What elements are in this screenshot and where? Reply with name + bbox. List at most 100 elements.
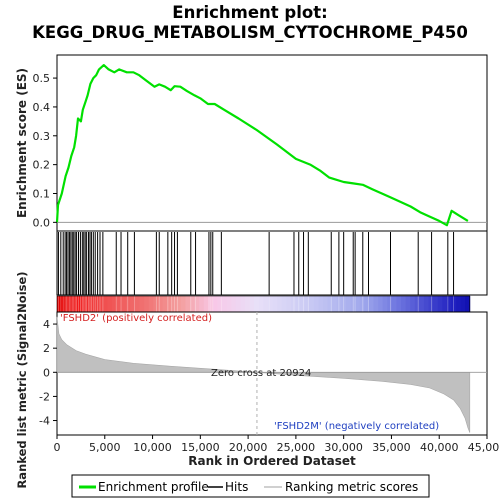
heatmap-segment (446, 296, 452, 312)
heatmap-segment (327, 296, 333, 312)
heatmap-segment (194, 296, 200, 312)
axes-layer: 0.0 0.1 0.2 0.3 0.4 0.5 -4 -2 0 2 4 0 5,000 10,000 15,… (33, 72, 500, 454)
heatmap-segment (332, 296, 338, 312)
heatmap-segment (341, 296, 347, 312)
heatmap-segment (199, 296, 205, 312)
heatmap-segment (378, 296, 384, 312)
heatmap-segment (116, 296, 122, 312)
heatmap-segment (66, 296, 72, 312)
heatmap-segment (423, 296, 429, 312)
heatmap-segment (391, 296, 397, 312)
heatmap-segment (456, 296, 462, 312)
metric-y-tick-label: -2 (39, 390, 50, 403)
heatmap-segment (414, 296, 420, 312)
legend: Enrichment profile Hits Ranking metric s… (71, 474, 430, 498)
heatmap-segment (176, 296, 182, 312)
heatmap-segment (350, 296, 356, 312)
es-y-tick-label: 0.2 (33, 159, 51, 172)
heatmap-segment (153, 296, 159, 312)
heatmap-segment (419, 296, 425, 312)
heatmap-segment (401, 296, 406, 312)
chart-title-line2: KEGG_DRUG_METABOLISM_CYTOCHROME_P450 (32, 23, 468, 42)
heatmap-segment (410, 296, 416, 312)
heatmap-segment (387, 296, 393, 312)
ranking-metric-area (56, 316, 471, 433)
heatmap-segment (368, 296, 374, 312)
metric-layer (56, 312, 487, 435)
es-y-tick-label: 0.1 (33, 187, 51, 200)
heatmap-segment (240, 296, 246, 312)
heatmap-segment (304, 296, 310, 312)
x-tick-label: 20,000 (229, 441, 268, 454)
zero-cross-label: Zero cross at 20924 (211, 368, 311, 379)
heatmap-segment (345, 296, 351, 312)
heatmap-segment (254, 296, 260, 312)
heatmap-segment (263, 296, 269, 312)
heatmap-segment (437, 296, 443, 312)
x-tick-label: 40,000 (420, 441, 459, 454)
enrichment-profile-layer (55, 63, 469, 227)
x-tick-label: 5,000 (89, 441, 121, 454)
heatmap-segment (226, 296, 232, 312)
heatmap-segment (359, 296, 365, 312)
heatmap-segment (212, 296, 218, 312)
hits-layer (57, 232, 455, 295)
heatmap-segment (313, 296, 319, 312)
heatmap-segment (107, 296, 113, 312)
x-tick-label: 45,000 (468, 441, 500, 454)
es-y-tick-label: 0.4 (33, 101, 51, 114)
heatmap-segment (203, 296, 209, 312)
heatmap-segment (272, 296, 278, 312)
heatmap-segment (98, 296, 104, 312)
heatmap-segment (79, 296, 85, 312)
es-y-tick-label: 0.5 (33, 72, 51, 85)
x-tick-label: 35,000 (372, 441, 411, 454)
heatmap-segment (134, 296, 140, 312)
heatmap-segment (208, 296, 214, 312)
heatmap-segment (171, 296, 177, 312)
heatmap-segment (112, 296, 118, 312)
x-tick-label: 0 (54, 441, 61, 454)
es-panel (56, 54, 488, 232)
heatmap-segment (121, 296, 127, 312)
positive-correlation-label: 'FSHD2' (positively correlated) (60, 313, 212, 324)
heatmap-segment (148, 296, 154, 312)
heatmap-segment (295, 296, 301, 312)
es-y-tick-label: 0.0 (33, 216, 51, 229)
heatmap-segment (309, 296, 315, 312)
legend-box (71, 474, 430, 498)
es-y-tick-label: 0.3 (33, 130, 51, 143)
y-axis-title-metric: Ranked list metric (Signal2Noise) (15, 271, 29, 488)
heatmap-segment (125, 296, 131, 312)
heatmap-segment (286, 296, 292, 312)
heatmap-segment (396, 296, 402, 312)
heatmap-segment (323, 296, 329, 312)
heatmap-segment (61, 296, 67, 312)
heatmap-segment (405, 296, 411, 312)
x-tick-label: 15,000 (181, 441, 220, 454)
metric-y-tick-label: -4 (39, 415, 50, 428)
heatmap-segment (231, 296, 237, 312)
heatmap-segment (318, 296, 324, 312)
heatmap-segment (102, 296, 108, 312)
heatmap-segment (364, 296, 370, 312)
x-tick-label: 30,000 (324, 441, 363, 454)
heatmap-segment (144, 296, 150, 312)
negative-correlation-label: 'FSHD2M' (negatively correlated) (274, 421, 439, 432)
heatmap-segment (460, 296, 466, 312)
heatmap-segment (465, 296, 471, 312)
heatmap-segment (428, 296, 434, 312)
heatmap-segment (451, 296, 457, 312)
heatmap-segment (222, 296, 228, 312)
ranked-list-heatmap (56, 295, 471, 313)
heatmap-segment (277, 296, 283, 312)
heatmap-segment (130, 296, 136, 312)
heatmap-segment (190, 296, 195, 312)
heatmap-segment (281, 296, 287, 312)
heatmap-segment (57, 296, 62, 312)
heatmap-segment (382, 296, 388, 312)
y-axis-title-es: Enrichment score (ES) (15, 68, 29, 218)
heatmap-segment (157, 296, 163, 312)
heatmap-segment (217, 296, 223, 312)
